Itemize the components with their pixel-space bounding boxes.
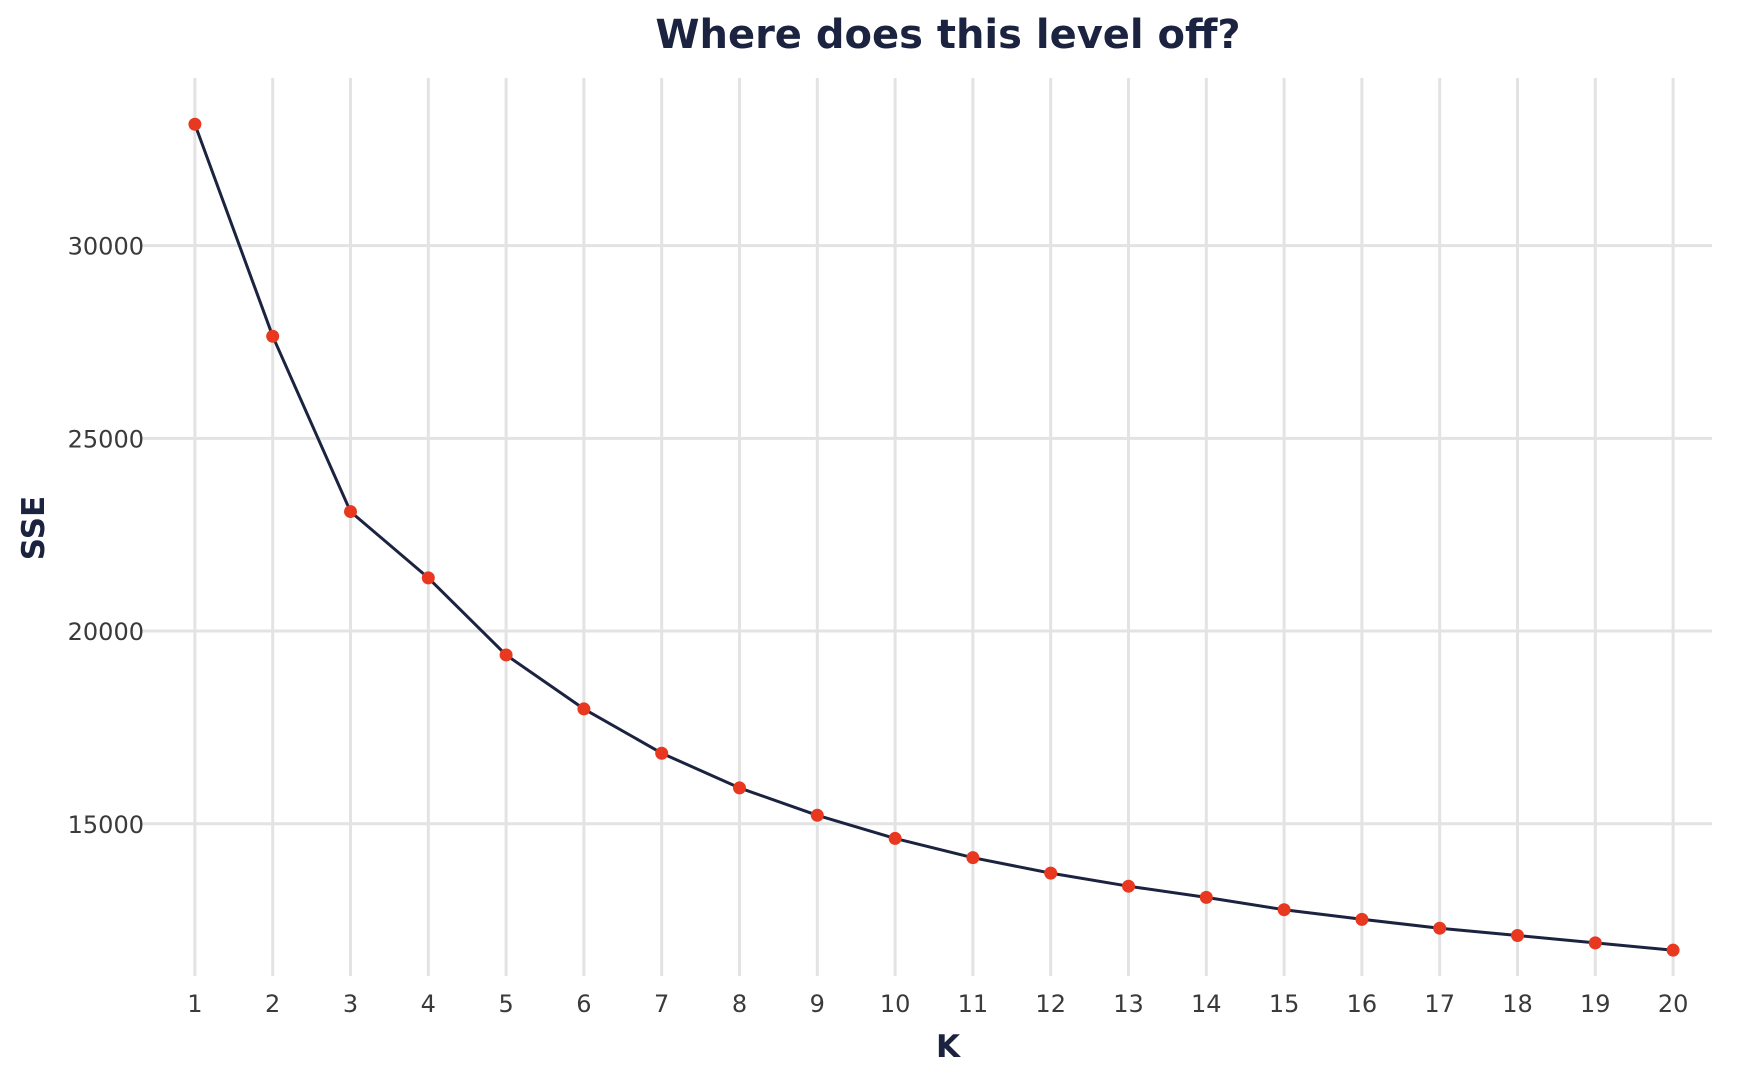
data-point xyxy=(733,781,746,795)
x-tick-label: 12 xyxy=(1035,990,1066,1018)
x-tick-label: 4 xyxy=(421,990,436,1018)
data-point xyxy=(344,505,357,519)
data-point xyxy=(266,329,280,343)
x-tick-label: 11 xyxy=(958,990,989,1018)
tick-labels: 1 2 3 4 5 6 7 8 9 10 11 12 13 14 15 16 17 18 19 20150002000… xyxy=(68,233,1689,1018)
data-point xyxy=(577,702,591,716)
y-tick-label: 30000 xyxy=(68,233,144,261)
y-tick-label: 15000 xyxy=(68,811,144,839)
x-tick-label: 20 xyxy=(1658,990,1689,1018)
x-axis-title: K xyxy=(936,1029,961,1065)
x-tick-label: 16 xyxy=(1347,990,1378,1018)
x-tick-label: 7 xyxy=(654,990,669,1018)
y-tick-label: 20000 xyxy=(68,618,144,646)
data-point xyxy=(966,851,980,865)
data-point xyxy=(1044,866,1058,880)
x-tick-label: 8 xyxy=(732,990,747,1018)
x-tick-label: 9 xyxy=(810,990,825,1018)
series-sse xyxy=(188,117,1680,957)
data-point xyxy=(1355,912,1369,926)
x-tick-label: 2 xyxy=(265,990,280,1018)
x-tick-label: 18 xyxy=(1502,990,1533,1018)
x-tick-label: 1 xyxy=(187,990,202,1018)
data-point xyxy=(1122,879,1135,893)
x-tick-label: 5 xyxy=(498,990,513,1018)
data-point xyxy=(499,648,513,662)
data-point xyxy=(1199,890,1213,904)
chart-title: Where does this level off? xyxy=(655,12,1240,58)
x-tick-label: 15 xyxy=(1269,990,1300,1018)
x-tick-label: 10 xyxy=(880,990,911,1018)
data-point xyxy=(1666,943,1680,957)
x-tick-label: 13 xyxy=(1113,990,1144,1018)
x-tick-label: 14 xyxy=(1191,990,1222,1018)
data-point xyxy=(1588,936,1602,950)
y-axis-title: SSE xyxy=(16,496,52,560)
x-tick-label: 3 xyxy=(343,990,358,1018)
data-point xyxy=(188,117,202,131)
data-point xyxy=(1511,929,1524,943)
x-tick-label: 6 xyxy=(576,990,591,1018)
data-point xyxy=(810,808,824,822)
x-tick-label: 17 xyxy=(1424,990,1455,1018)
data-point xyxy=(1277,903,1291,917)
x-tick-label: 19 xyxy=(1580,990,1611,1018)
data-point xyxy=(655,746,669,760)
sse-line xyxy=(193,123,1674,952)
data-point xyxy=(1433,921,1447,935)
grid xyxy=(140,78,1712,976)
data-point xyxy=(421,571,435,585)
data-point xyxy=(888,831,902,845)
y-tick-label: 25000 xyxy=(68,425,144,453)
